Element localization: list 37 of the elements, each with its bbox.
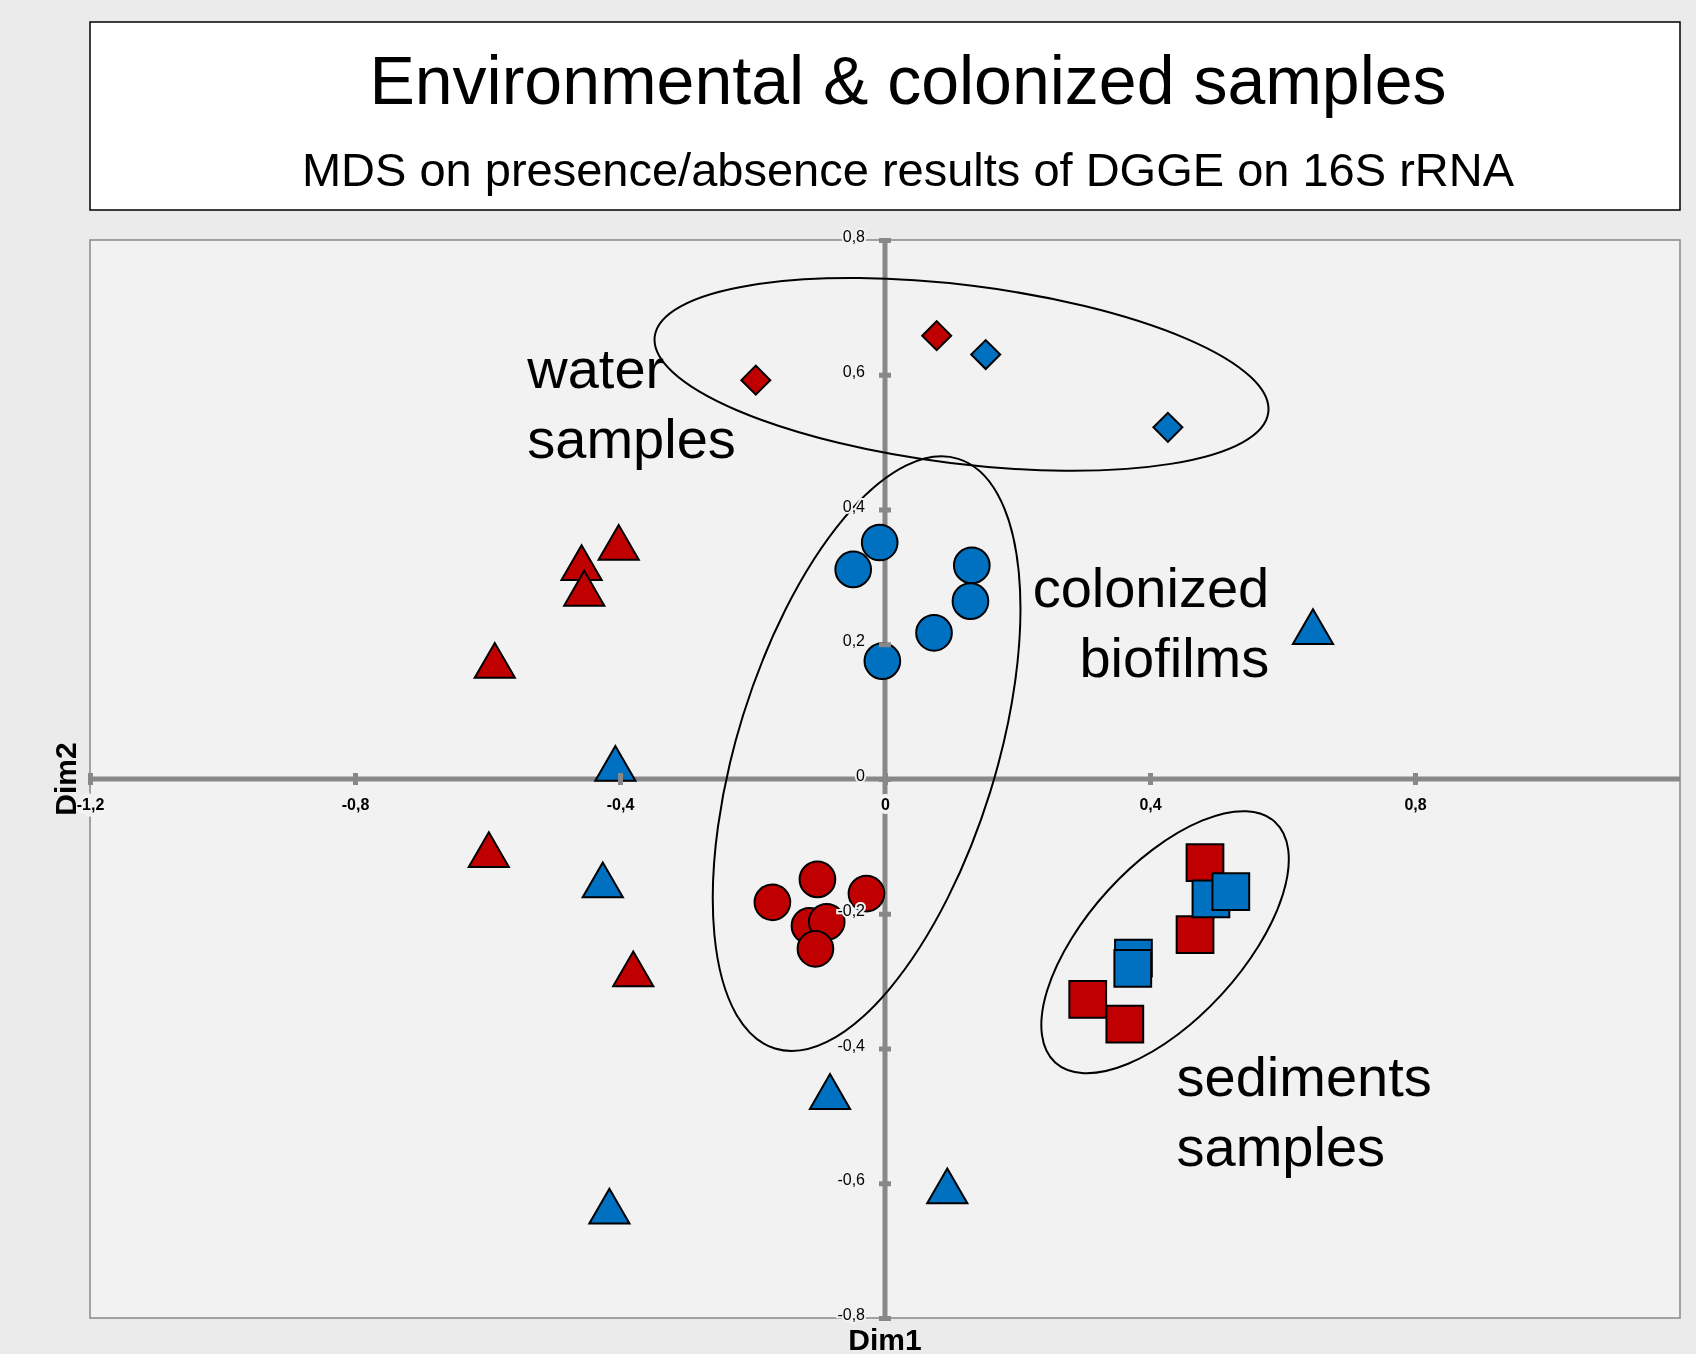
chart-title: Environmental & colonized samples (369, 42, 1447, 118)
annotation: water samples (526, 337, 736, 471)
point (952, 546, 991, 585)
x-tick-label: -0,8 (341, 796, 370, 814)
point (834, 550, 873, 589)
point (798, 860, 837, 899)
annotation: sediments samples (1176, 1044, 1432, 1178)
x-tick-label: 0,4 (1139, 796, 1162, 814)
y-tick-label: 0,6 (842, 362, 866, 380)
point (970, 339, 1002, 371)
x-tick-label: 0 (881, 796, 891, 814)
point (1105, 1004, 1145, 1044)
point (1113, 948, 1153, 988)
x-tick-label: 0,8 (1404, 796, 1427, 814)
point (863, 642, 902, 680)
point (860, 523, 899, 562)
point (1152, 411, 1184, 443)
y-tick-label: -0,6 (837, 1171, 866, 1189)
point (740, 364, 772, 396)
point (915, 613, 953, 652)
y-tick-label: 0 (856, 767, 866, 785)
point (753, 883, 792, 922)
point (921, 320, 953, 352)
x-tick-label: -0,4 (606, 796, 635, 814)
point (951, 582, 990, 620)
chart-subtitle: MDS on presence/absence results of DGGE on 16S rRNA (301, 143, 1515, 196)
annotation: colonized biofilms (1032, 556, 1270, 690)
point (1211, 872, 1251, 911)
x-tick-label: -1,2 (76, 796, 105, 814)
y-tick-label: -0,4 (837, 1036, 866, 1054)
point (796, 929, 835, 968)
y-tick-label: 0,2 (842, 632, 866, 650)
y-tick-label: -0,8 (837, 1306, 866, 1324)
point (1175, 915, 1215, 955)
x-axis-title: Dim1 (848, 1323, 922, 1354)
point (1068, 979, 1108, 1019)
y-tick-label: 0,8 (842, 228, 866, 246)
